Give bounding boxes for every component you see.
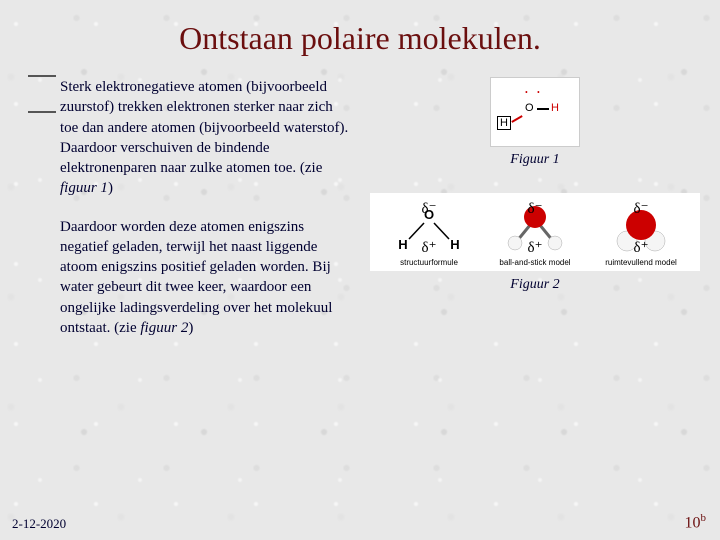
figure-2-models: δ⁻ O H H δ⁺ structuurformule δ⁻ bbox=[370, 193, 700, 271]
figure-column: • • O H H Figuur 1 δ⁻ O H bbox=[370, 77, 700, 338]
delta-pos-1: δ⁺ bbox=[422, 238, 437, 257]
space-filling-cell: δ⁻ δ⁺ ruimtevullend model bbox=[588, 201, 694, 267]
bond-2 bbox=[537, 108, 549, 110]
text-column: Sterk elektronegatieve atomen (bijvoorbe… bbox=[60, 77, 350, 338]
paragraph-1: Sterk elektronegatieve atomen (bijvoorbe… bbox=[60, 77, 350, 199]
footer-page-sup: b bbox=[701, 512, 707, 524]
hydrogen-label-1: H bbox=[497, 116, 511, 130]
decorative-rule-2 bbox=[28, 111, 56, 113]
structural-formula-cell: δ⁻ O H H δ⁺ structuurformule bbox=[376, 201, 482, 267]
structural-label: structuurformule bbox=[400, 258, 458, 267]
page-title: Ontstaan polaire molekulen. bbox=[0, 0, 720, 67]
paragraph-1-end: ) bbox=[108, 180, 113, 196]
paragraph-1-text: Sterk elektronegatieve atomen (bijvoorbe… bbox=[60, 79, 348, 176]
bond-1 bbox=[511, 115, 522, 123]
content-area: Sterk elektronegatieve atomen (bijvoorbe… bbox=[0, 67, 720, 338]
footer-page-num: 10 bbox=[685, 514, 701, 531]
delta-neg-2: δ⁻ bbox=[528, 199, 543, 218]
delta-pos-3: δ⁺ bbox=[634, 238, 649, 257]
footer-date: 2-12-2020 bbox=[12, 516, 66, 532]
delta-neg-3: δ⁻ bbox=[634, 199, 649, 218]
lone-pair-1: • bbox=[525, 88, 528, 97]
figure-1-diagram: • • O H H bbox=[490, 77, 580, 147]
figure-1-caption: Figuur 1 bbox=[510, 152, 559, 168]
figure-2-caption: Figuur 2 bbox=[370, 277, 700, 293]
hydrogen-label-2: H bbox=[551, 102, 559, 114]
oxygen-label: O bbox=[525, 102, 534, 114]
delta-neg-1: δ⁻ bbox=[422, 199, 437, 218]
svg-text:H: H bbox=[398, 237, 407, 252]
paragraph-2-end: ) bbox=[188, 320, 193, 336]
figure-1: • • O H H Figuur 1 bbox=[490, 77, 580, 168]
paragraph-2-text: Daardoor worden deze atomen enigszins ne… bbox=[60, 219, 332, 336]
ball-stick-cell: δ⁻ δ⁺ ball-and-stick model bbox=[482, 201, 588, 267]
decorative-rule-1 bbox=[28, 75, 56, 77]
footer-page: 10b bbox=[685, 512, 707, 532]
svg-text:H: H bbox=[450, 237, 459, 252]
lone-pair-2: • bbox=[537, 88, 540, 97]
ball-stick-label: ball-and-stick model bbox=[499, 258, 570, 267]
paragraph-2: Daardoor worden deze atomen enigszins ne… bbox=[60, 217, 350, 339]
paragraph-1-ref: figuur 1 bbox=[60, 180, 108, 196]
space-filling-label: ruimtevullend model bbox=[605, 258, 677, 267]
delta-pos-2: δ⁺ bbox=[528, 238, 543, 257]
figure-2: δ⁻ O H H δ⁺ structuurformule δ⁻ bbox=[370, 193, 700, 293]
paragraph-2-ref: figuur 2 bbox=[140, 320, 188, 336]
